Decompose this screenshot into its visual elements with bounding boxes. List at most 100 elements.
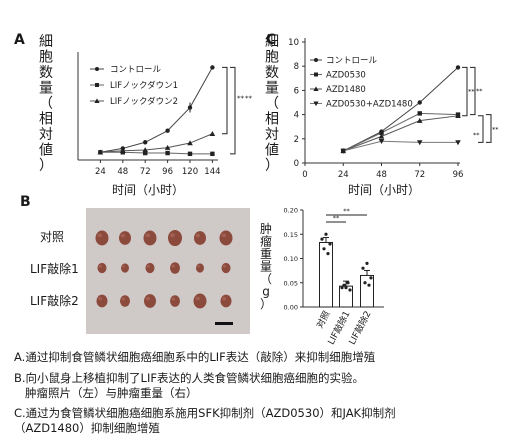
chart-c-x-tick-label: 24 (338, 170, 349, 180)
chart-a-sig-bracket (222, 66, 228, 135)
chart-c-y-tick-label: 6 (294, 86, 299, 96)
chart-b-ylabel-char: ） (260, 297, 272, 311)
chart-a-legend: コントロール LIFノックダウン1 LIFノックダウン2 (90, 65, 178, 107)
tumor-sample (119, 231, 131, 245)
photo-row-label-ko1: LIF敲除1 (30, 261, 79, 276)
chart-a-legend-label: LIFノックダウン1 (110, 80, 178, 91)
chart-b-sig-label: ** (333, 214, 340, 222)
panel-label-c: C (266, 32, 276, 48)
tumor-highlight (195, 233, 200, 238)
chart-c-point (455, 113, 461, 119)
tumor-sample (221, 262, 231, 274)
chart-a-series-line (100, 151, 213, 155)
chart-c-sig-bracket (486, 114, 492, 143)
chart-c-point (416, 140, 423, 146)
chart-b-ylabel-char: （ (260, 272, 272, 286)
tumor-highlight (145, 233, 151, 238)
chart-a-ylabel-char: 相 (39, 112, 53, 128)
chart-b-dot (326, 252, 330, 256)
tumor-highlight (171, 264, 175, 268)
tumor-samples (95, 229, 233, 309)
tumor-highlight (97, 233, 102, 238)
chart-a-ylabel-char: ） (39, 158, 53, 174)
chart-c-legend-marker (314, 58, 318, 62)
chart-a-ylabel-char: 量 (39, 81, 53, 97)
chart-b-y-tick-label: 0.15 (284, 231, 298, 239)
caption-line-b-detail: 肿瘤照片（左）与肿瘤重量（右） (25, 386, 198, 400)
chart-a-legend-marker (95, 67, 99, 71)
chart-b-sig-label: ** (343, 207, 350, 215)
chart-a-point (165, 128, 170, 133)
chart-a-point (210, 65, 215, 70)
chart-a-x-tick-label: 120 (182, 167, 198, 177)
tumor-sample (219, 230, 233, 246)
chart-c-point (417, 111, 422, 116)
chart-a-series-line (100, 67, 213, 153)
chart-b-ylabel-char: 重 (260, 247, 272, 261)
tumor-highlight (122, 265, 125, 268)
chart-c-y-tick-label: 10 (288, 38, 299, 48)
tumor-highlight (221, 233, 227, 238)
chart-b-dot (363, 281, 367, 285)
chart-a-sig-label: ** (245, 95, 253, 103)
chart-c-ylabel-char: 細 (265, 34, 279, 50)
tumor-sample (168, 229, 182, 247)
chart-c-ylabel-char: ） (265, 158, 279, 174)
chart-a-ylabel-char: （ (39, 96, 53, 112)
chart-b-bar (360, 274, 374, 308)
tumor-sample (121, 263, 129, 273)
tumor-highlight (170, 233, 175, 238)
tumor-highlight (145, 296, 150, 301)
chart-a-x-tick-label: 48 (117, 167, 128, 177)
chart-c-x-tick-label: 48 (376, 170, 387, 180)
chart-c-sig-label: ** (492, 126, 499, 134)
chart-c-ylabel-char: （ (265, 96, 279, 112)
tumor-sample (194, 231, 206, 245)
tumor-photo (86, 208, 250, 334)
chart-c-ylabel-char: 相 (265, 112, 279, 128)
tumor-highlight (171, 297, 175, 301)
chart-c-series-line (343, 140, 458, 152)
chart-b-dot (348, 288, 352, 292)
chart-c-point (416, 117, 423, 123)
tumor-highlight (146, 264, 150, 268)
tumor-sample (196, 263, 204, 273)
chart-c-point (378, 139, 385, 145)
chart-c-ylabel-char: 胞 (265, 50, 279, 66)
photo-row-label-control: 对照 (40, 230, 64, 244)
chart-b-dot (328, 242, 332, 246)
chart-b-dot (340, 286, 344, 290)
chart-b-y-tick-label: 0.20 (284, 207, 298, 215)
tumor-sample (120, 295, 130, 307)
chart-c-legend-label: AZD0530 (326, 71, 366, 81)
chart-c-sig-label: ** (468, 88, 475, 96)
chart-a-point (143, 150, 148, 156)
chart-c-x-tick-label: 96 (453, 170, 464, 180)
chart-c-sig-bracket (462, 66, 468, 117)
caption-line-c-cont: （AZD1480）抑制细胞增殖 (14, 421, 160, 435)
tumor-highlight (195, 296, 201, 301)
chart-a-ylabel-char: 数 (39, 65, 53, 81)
chart-c-legend-marker (313, 86, 319, 91)
chart-b-dot (367, 283, 371, 287)
panel-label-a: A (14, 32, 25, 48)
caption-line-a: A.通过抑制食管鳞状细胞癌细胞系中的LIF表达（敲除）来抑制细胞增殖 (14, 350, 376, 364)
chart-a-ylabel-char: 胞 (39, 50, 53, 66)
chart-c-ylabel-char: 対 (265, 127, 279, 143)
chart-c-sig-label: ** (473, 131, 480, 139)
chart-c-series-line (343, 112, 459, 152)
chart-b-ylabel-char: 量 (260, 260, 272, 274)
chart-a-legend-marker (94, 98, 100, 103)
chart-a-point (209, 130, 216, 136)
chart-c-legend-label: コントロール (326, 56, 378, 66)
chart-c-series-line (343, 67, 459, 152)
chart-b-ylabel: 肿瘤重量（g） (260, 221, 272, 311)
chart-a-legend-label: コントロール (110, 65, 162, 75)
chart-c-legend-marker (314, 72, 318, 77)
tumor-sample (193, 293, 207, 309)
caption-line-c: C.通过为食管鳞状细胞癌细胞系施用SFK抑制剂（AZD0530）和JAK抑制剂 (14, 406, 396, 420)
chart-a-series-line (100, 133, 213, 153)
